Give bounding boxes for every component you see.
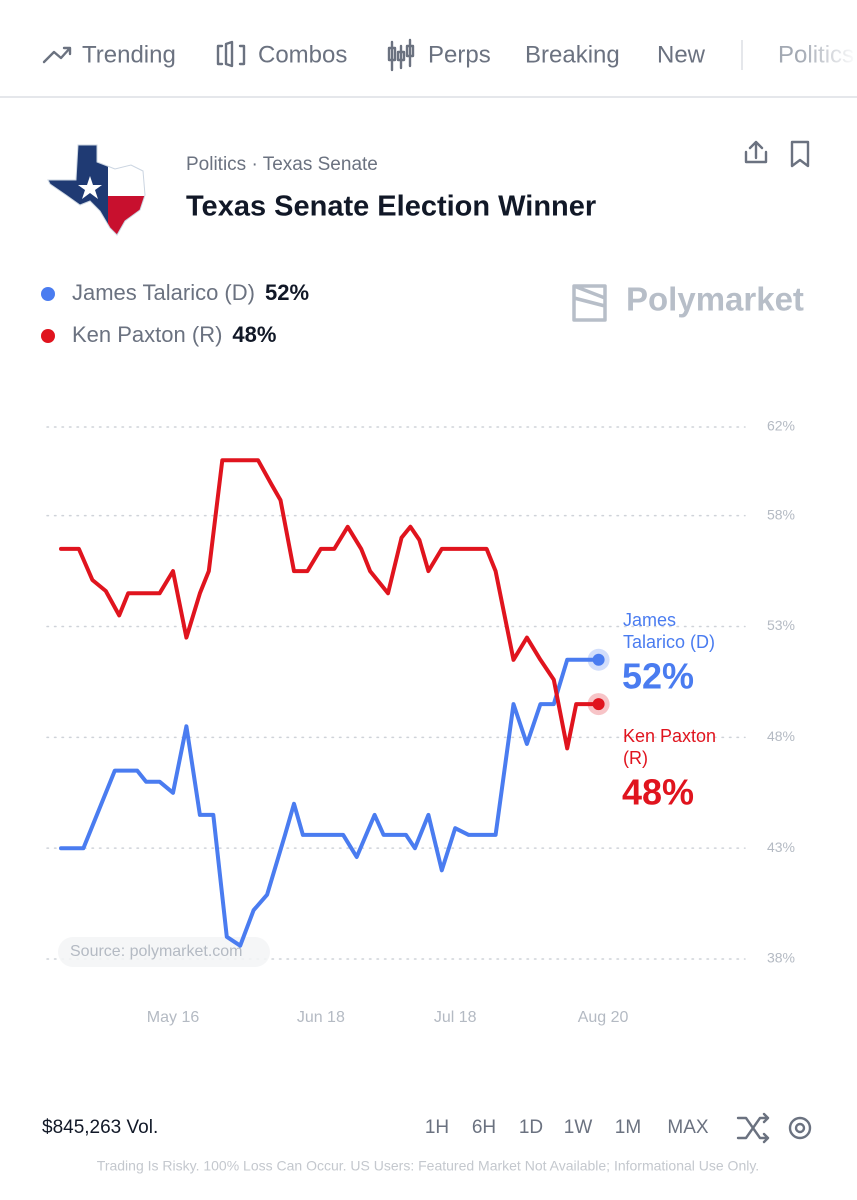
bookmark-button[interactable] <box>790 140 810 168</box>
market-icon-outline <box>47 144 146 236</box>
trending-icon <box>42 46 72 64</box>
price-chart: 38% 43% 48% 53% 58% 62% May 16 Jun 18 Jul 18 Aug … <box>46 418 795 1026</box>
range-button[interactable]: 6H <box>472 1117 496 1138</box>
y-tick-label: 43% <box>767 839 795 855</box>
series-line <box>59 657 601 948</box>
legend-label: Ken Paxton (R) <box>72 322 222 347</box>
nav-item[interactable]: Trending <box>82 41 176 68</box>
disclaimer: Trading Is Risky. 100% Loss Can Occur. U… <box>97 1158 759 1174</box>
end-point <box>592 653 605 666</box>
y-tick-label: 38% <box>767 950 795 966</box>
end-value: 52% <box>622 656 694 697</box>
x-tick-label: Aug 20 <box>578 1009 629 1026</box>
series-line <box>59 458 601 751</box>
nav-item[interactable]: Breaking <box>525 41 620 68</box>
end-point <box>592 698 605 711</box>
brand-name: Polymarket <box>626 281 804 318</box>
footer: $845,263 Vol. 1H 6H 1D 1W 1M MAX Trading Is R… <box>42 1112 812 1174</box>
end-label: Ken Paxton <box>623 726 716 746</box>
brand-logo: Polymarket <box>572 281 804 322</box>
compare-button[interactable] <box>736 1112 770 1144</box>
legend-dot <box>41 287 55 301</box>
nav-fade <box>800 30 857 80</box>
market-icon <box>48 145 145 235</box>
share-button[interactable] <box>744 140 768 164</box>
source-badge <box>58 937 270 967</box>
nav-bar: Trending Combos Perps Breaking New Polit… <box>0 30 857 98</box>
market-title: Texas Senate Election Winner <box>186 191 596 223</box>
nav-item[interactable]: Perps <box>428 41 491 68</box>
range-button[interactable]: 1D <box>519 1117 543 1138</box>
combos-icon <box>216 40 246 68</box>
range-selector: 1H 6H 1D 1W 1M MAX <box>425 1117 709 1138</box>
source-label: Source: polymarket.com <box>70 943 243 960</box>
market-header: Politics · Texas Senate Texas Senate Ele… <box>47 140 810 236</box>
legend: James Talarico (D) 52% Ken Paxton (R) 48% <box>41 280 309 347</box>
y-tick-label: 58% <box>767 506 795 522</box>
y-tick-label: 62% <box>767 418 795 434</box>
x-tick-label: Jun 18 <box>297 1009 345 1026</box>
y-tick-label: 53% <box>767 617 795 633</box>
legend-dot <box>41 329 55 343</box>
end-label: (R) <box>623 748 648 768</box>
end-value: 48% <box>622 772 694 813</box>
breadcrumb[interactable]: Politics · Texas Senate <box>186 154 378 175</box>
x-tick-label: May 16 <box>147 1009 200 1026</box>
legend-label: James Talarico (D) <box>72 280 255 305</box>
range-button[interactable]: MAX <box>667 1117 709 1138</box>
range-button[interactable]: 1H <box>425 1117 449 1138</box>
perps-icon <box>387 38 415 72</box>
legend-value: 52% <box>265 280 309 305</box>
legend-value: 48% <box>232 322 276 347</box>
x-tick-label: Jul 18 <box>434 1009 477 1026</box>
volume: $845,263 Vol. <box>42 1117 158 1138</box>
nav-item[interactable]: Combos <box>258 41 347 68</box>
range-button[interactable]: 1W <box>564 1117 593 1138</box>
end-label: James <box>623 610 676 630</box>
end-label: Talarico (D) <box>623 632 715 652</box>
nav-item[interactable]: New <box>657 41 706 68</box>
y-tick-label: 48% <box>767 728 795 744</box>
settings-button[interactable] <box>788 1116 812 1140</box>
range-button[interactable]: 1M <box>615 1117 641 1138</box>
